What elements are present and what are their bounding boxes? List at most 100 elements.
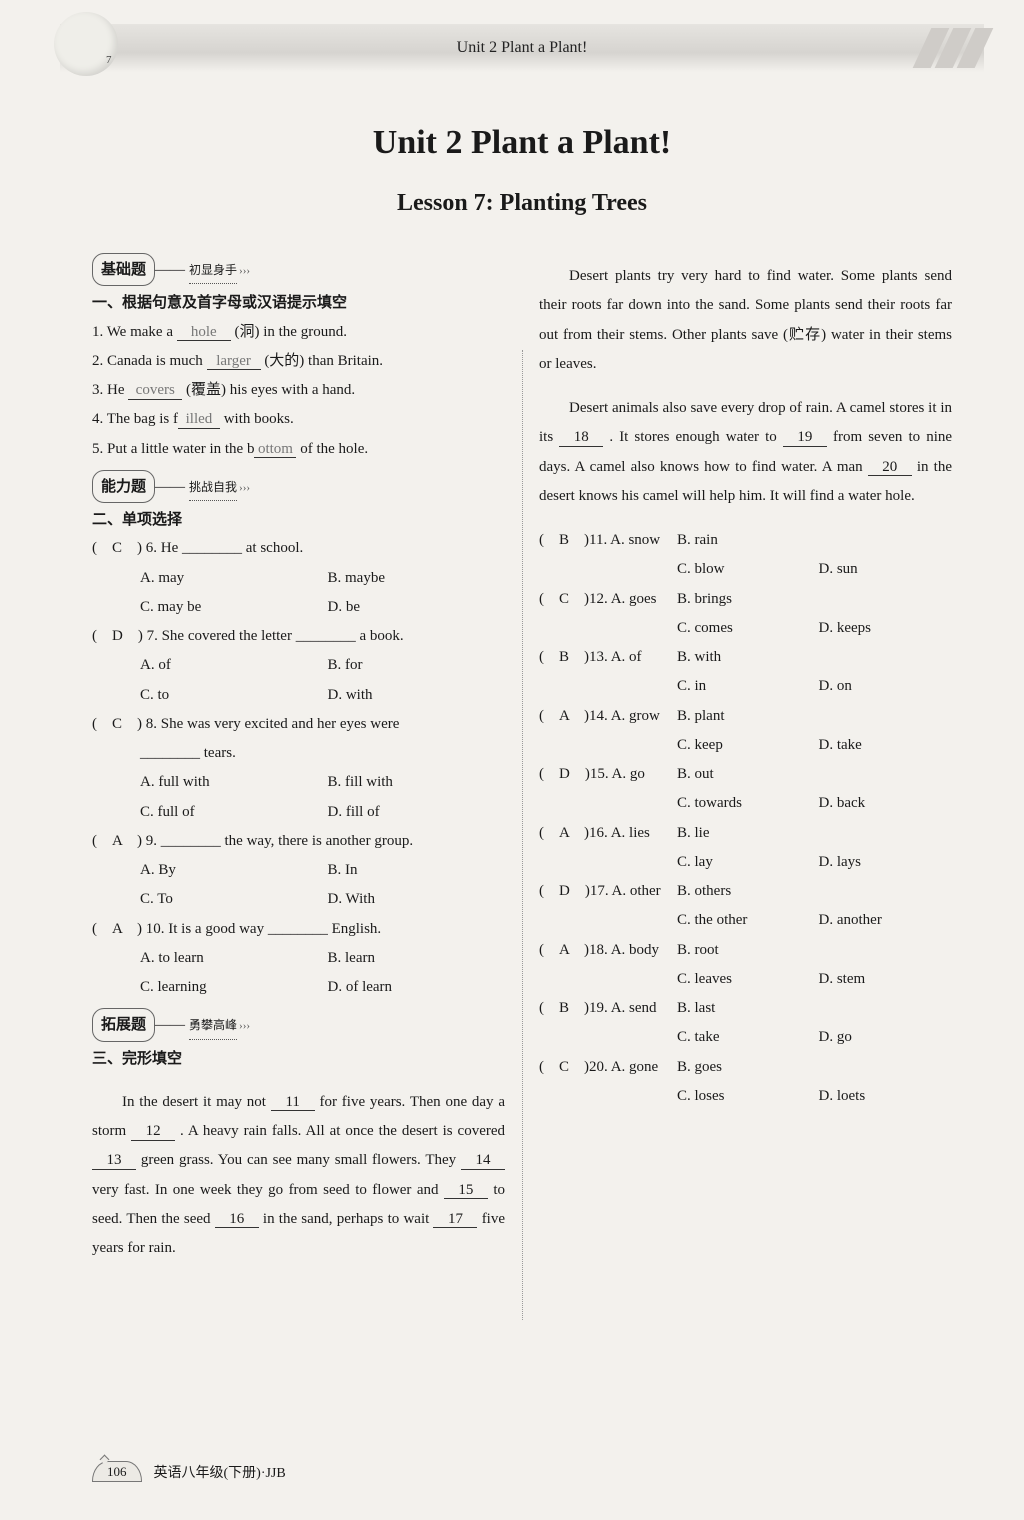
- cloze-q16-a: A. lies: [611, 825, 650, 841]
- fill-q2-b: (大的) than Britain.: [264, 353, 383, 369]
- mc-q7: ( D ) 7. She covered the letter ________…: [92, 622, 505, 651]
- page-number: 106: [92, 1461, 142, 1482]
- cloze-q13-ans: B: [559, 649, 569, 665]
- cloze-q11-c: C. blow: [677, 555, 811, 584]
- mc-q9-ans: A: [112, 833, 122, 849]
- p3b: . It stores enough water to: [609, 429, 783, 445]
- mc-q7-ans: D: [112, 628, 123, 644]
- cloze-q18-b: B. root: [677, 936, 811, 965]
- mc-q7-b: B. for: [328, 651, 506, 680]
- cloze-q20-c: C. loses: [677, 1082, 811, 1111]
- mc-q8-opts: A. full with B. fill with C. full of D. …: [92, 768, 505, 827]
- cloze-q11-b: B. rain: [677, 526, 811, 555]
- cloze-q19-c: C. take: [677, 1023, 811, 1052]
- corner-number: 7: [106, 54, 112, 66]
- corner-ornament: [54, 12, 118, 76]
- fill-q3-a: 3. He: [92, 382, 128, 398]
- heading-3: 三、完形填空: [92, 1044, 505, 1073]
- cloze-q20-ans: C: [559, 1059, 569, 1075]
- cloze-q15-c: C. towards: [677, 789, 811, 818]
- blank-15: 15: [444, 1182, 488, 1200]
- cloze-q19-d: D. go: [819, 1023, 953, 1052]
- heading-1: 一、根据句意及首字母或汉语提示填空: [92, 288, 505, 317]
- arrow-icon: ›››: [239, 261, 250, 282]
- p1g: in the sand, perhaps to wait: [263, 1211, 434, 1227]
- mc-q6-a: A. may: [140, 564, 318, 593]
- passage-p3: Desert animals also save every drop of r…: [539, 394, 952, 511]
- cloze-q14-lead: ( A )14. A. grow: [539, 702, 669, 731]
- arrow-icon: ›››: [239, 478, 250, 499]
- mc-q6-d: D. be: [328, 593, 506, 622]
- cloze-q13-b: B. with: [677, 643, 811, 672]
- section-basic-sub: 初显身手: [189, 259, 237, 284]
- cloze-q14-a: A. grow: [611, 708, 660, 724]
- cloze-q18-lead: ( A )18. A. body: [539, 936, 669, 965]
- mc-q6-stem: 6. He ________ at school.: [146, 540, 303, 556]
- mc-q10-b: B. learn: [328, 944, 506, 973]
- mc-q8-d: D. fill of: [328, 798, 506, 827]
- page: 7 Unit 2 Plant a Plant! Unit 2 Plant a P…: [0, 0, 1024, 1520]
- mc-q8-paren: ( C ): [92, 710, 142, 739]
- fill-q4: 4. The bag is filled with books.: [92, 405, 505, 434]
- cloze-q12-lead: ( C )12. A. goes: [539, 585, 669, 614]
- fill-q5-b: of the hole.: [300, 441, 368, 457]
- cloze-q13-a: A. of: [611, 649, 642, 665]
- p1a: In the desert it may not: [122, 1094, 271, 1110]
- mc-q9-paren: ( A ): [92, 827, 142, 856]
- unit-title: Unit 2 Plant a Plant!: [92, 124, 952, 162]
- mc-q7-d: D. with: [328, 681, 506, 710]
- cloze-q16-b: B. lie: [677, 819, 811, 848]
- lesson-title: Lesson 7: Planting Trees: [92, 190, 952, 217]
- cloze-q14-ans: A: [559, 708, 569, 724]
- mc-q8-c: C. full of: [140, 798, 318, 827]
- mc-q8: ( C ) 8. She was very excited and her ey…: [92, 710, 505, 739]
- blank-12: 12: [131, 1123, 175, 1141]
- blank-13: 13: [92, 1152, 136, 1170]
- mc-q7-stem: 7. She covered the letter ________ a boo…: [147, 628, 404, 644]
- cloze-q19-a: A. send: [611, 1000, 657, 1016]
- blank-16: 16: [215, 1211, 259, 1229]
- section-ability-dash: ——: [155, 473, 185, 502]
- mc-q9-stem: 9. ________ the way, there is another gr…: [146, 833, 413, 849]
- cloze-q11-a: A. snow: [610, 532, 660, 548]
- section-extend-pill: 拓展题: [92, 1008, 155, 1041]
- section-extend-dash: ——: [155, 1011, 185, 1040]
- mc-q9-opts: A. By B. In C. To D. With: [92, 856, 505, 915]
- fill-q5: 5. Put a little water in the bottom of t…: [92, 435, 505, 464]
- fill-q2-blank: larger: [207, 353, 261, 371]
- p1c: . A heavy rain falls. All at once the de…: [180, 1123, 505, 1139]
- mc-q8-stem: 8. She was very excited and her eyes wer…: [146, 716, 400, 732]
- cloze-q11-ans: B: [559, 532, 569, 548]
- mc-q9-a: A. By: [140, 856, 318, 885]
- mc-q10-a: A. to learn: [140, 944, 318, 973]
- footer-text: 英语八年级(下册)·JJB: [154, 1462, 286, 1482]
- mc-q10-d: D. of learn: [328, 973, 506, 1002]
- mc-q7-c: C. to: [140, 681, 318, 710]
- mc-q6-opts: A. may B. maybe C. may be D. be: [92, 564, 505, 623]
- cloze-options: ( B )11. A. snow B. rain C. blow D. sun …: [539, 526, 952, 1111]
- cloze-q12-c: C. comes: [677, 614, 811, 643]
- cloze-q11-lead: ( B )11. A. snow: [539, 526, 669, 555]
- fill-q2-a: 2. Canada is much: [92, 353, 207, 369]
- page-footer: 106 英语八年级(下册)·JJB: [92, 1461, 286, 1482]
- mc-q6-paren: ( C ): [92, 534, 142, 563]
- cloze-q13-c: C. in: [677, 672, 811, 701]
- fill-q1: 1. We make a hole (洞) in the ground.: [92, 318, 505, 347]
- cloze-q17-lead: ( D )17. A. other: [539, 877, 669, 906]
- cloze-q15-a: A. go: [612, 766, 645, 782]
- p2: Desert plants try very hard to find wate…: [539, 268, 952, 372]
- mc-q6: ( C ) 6. He ________ at school.: [92, 534, 505, 563]
- fill-q4-a: 4. The bag is f: [92, 411, 178, 427]
- cloze-q16-lead: ( A )16. A. lies: [539, 819, 669, 848]
- mc-q9: ( A ) 9. ________ the way, there is anot…: [92, 827, 505, 856]
- passage-p2: Desert plants try very hard to find wate…: [539, 262, 952, 379]
- header-decor: [918, 24, 984, 72]
- column-divider: [522, 350, 523, 1320]
- cloze-q14-c: C. keep: [677, 731, 811, 760]
- mc-q6-c: C. may be: [140, 593, 318, 622]
- cloze-q15-b: B. out: [677, 760, 811, 789]
- cloze-q16-d: D. lays: [819, 848, 953, 877]
- cloze-q13-d: D. on: [819, 672, 953, 701]
- cloze-q20-lead: ( C )20. A. gone: [539, 1053, 669, 1082]
- cloze-q17-a: A. other: [612, 883, 661, 899]
